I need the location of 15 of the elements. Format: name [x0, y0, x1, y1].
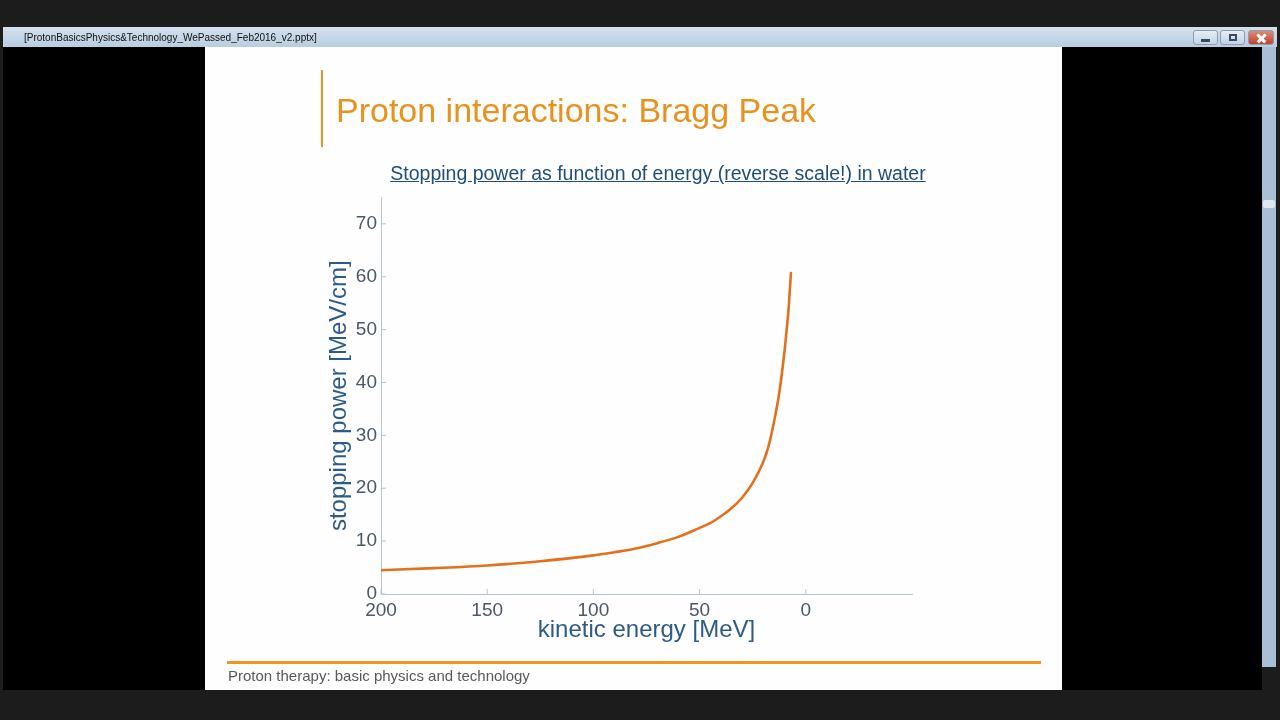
text: [ProtonBasicsPhysics&Technology_WePassed_Feb2016_v2.pptx] [24, 31, 317, 44]
y-tick-label: 10 [355, 529, 377, 551]
y-tick-label: 50 [355, 317, 377, 339]
chart-title: Proton interactions: Bragg Peak [336, 91, 817, 129]
x-tick-label: 0 [800, 598, 812, 620]
y-tick-label: 20 [355, 476, 377, 498]
y-tick-label: 70 [355, 212, 377, 234]
text: Proton therapy: basic physics and technology [228, 667, 530, 685]
chart-subtitle: Stopping power as function of energy (reverse scale!) in water [389, 161, 927, 185]
y-tick-label: 40 [355, 370, 377, 392]
y-tick-label: 30 [355, 423, 377, 445]
x-tick-label: 150 [471, 598, 504, 620]
line-series [381, 271, 793, 572]
y-tick-label: 60 [355, 264, 377, 286]
y-axis-title: stopping power [MeV/cm] [324, 260, 352, 532]
